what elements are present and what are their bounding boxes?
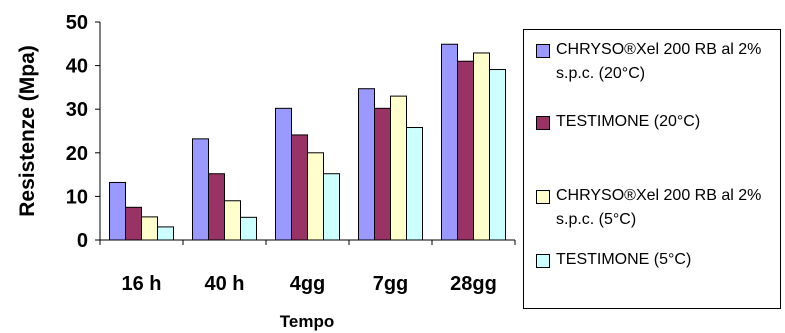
x-category-label: 28gg [450, 273, 497, 295]
bar-series-3-28gg [473, 52, 490, 241]
legend-swatch-3 [536, 190, 550, 204]
y-tick-label: 50 [66, 12, 88, 34]
bar-series-2-7gg [374, 107, 391, 241]
legend-item-1: CHRYSO®Xel 200 RB al 2% s.p.c. (20°C) [536, 38, 776, 86]
bar-series-1-4gg [275, 107, 292, 241]
bar-series-1-7gg [358, 88, 375, 241]
legend-item-3: CHRYSO®Xel 200 RB al 2% s.p.c. (5°C) [536, 184, 776, 232]
bar-series-3-7gg [390, 95, 407, 241]
legend-swatch-2 [536, 116, 550, 130]
y-axis-title: Resistenze (Mpa) [16, 45, 39, 217]
x-category-label: 16 h [121, 273, 161, 295]
x-category-label: 40 h [204, 273, 244, 295]
y-tick-label: 30 [66, 99, 88, 121]
bar-series-4-7gg [406, 127, 423, 241]
bar-series-3-40-h [224, 200, 241, 241]
x-category-label: 4gg [290, 273, 326, 295]
legend-item-4: TESTIMONE (5°C) [536, 248, 776, 272]
y-tick-label: 40 [66, 56, 88, 78]
bar-series-4-16-h [157, 226, 174, 241]
bar-series-1-16-h [109, 181, 126, 241]
legend-swatch-4 [536, 254, 550, 268]
y-tick-label: 20 [66, 143, 88, 165]
legend-label-2: TESTIMONE (20°C) [556, 113, 701, 130]
legend-label-3: CHRYSO®Xel 200 RB al 2% s.p.c. (5°C) [556, 187, 762, 228]
x-axis-title: Tempo [280, 312, 334, 331]
legend-item-2: TESTIMONE (20°C) [536, 110, 776, 134]
legend: CHRYSO®Xel 200 RB al 2% s.p.c. (20°C) TE… [523, 29, 781, 309]
bars-layer [109, 43, 506, 241]
bar-series-2-4gg [291, 134, 308, 241]
y-tick-label: 0 [77, 230, 88, 252]
bar-series-3-16-h [141, 216, 158, 241]
bar-series-4-40-h [240, 216, 257, 241]
y-tick-label: 10 [66, 186, 88, 208]
bar-series-4-28gg [489, 69, 506, 241]
x-category-label: 7gg [373, 273, 409, 295]
bar-series-4-4gg [323, 173, 340, 241]
bar-series-2-16-h [125, 206, 142, 241]
x-ticks: 16 h 40 h 4gg 7gg 28gg [99, 240, 516, 295]
legend-label-4: TESTIMONE (5°C) [556, 251, 692, 268]
bar-series-1-28gg [441, 43, 458, 241]
bar-series-1-40-h [192, 138, 209, 241]
legend-label-1: CHRYSO®Xel 200 RB al 2% s.p.c. (20°C) [556, 41, 762, 82]
bar-series-3-4gg [307, 152, 324, 241]
legend-swatch-1 [536, 44, 550, 58]
bar-series-2-40-h [208, 173, 225, 241]
bar-series-2-28gg [457, 60, 474, 241]
bar-chart: 0 10 20 30 40 50 16 h 40 h 4gg 7gg 28gg Resistenz… [16, 12, 516, 331]
y-ticks: 0 10 20 30 40 50 [66, 12, 100, 252]
